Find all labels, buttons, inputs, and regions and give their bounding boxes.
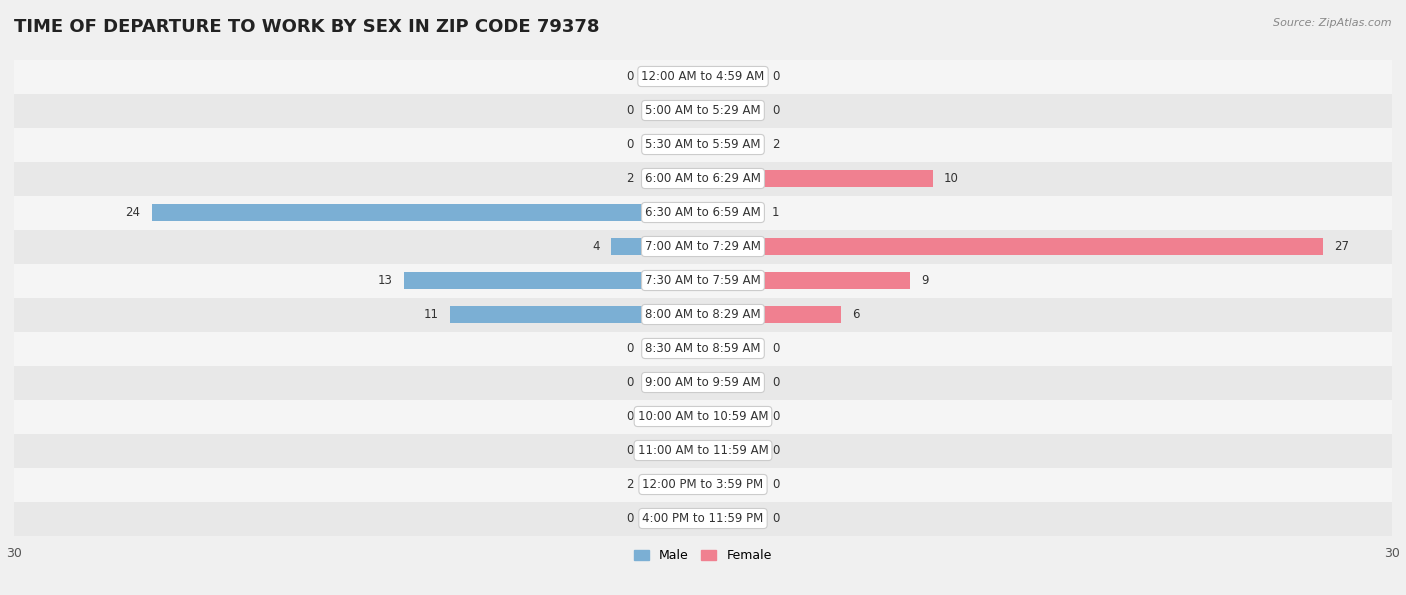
Text: Source: ZipAtlas.com: Source: ZipAtlas.com bbox=[1274, 18, 1392, 28]
Text: 0: 0 bbox=[772, 478, 779, 491]
Text: 0: 0 bbox=[772, 410, 779, 423]
Bar bbox=[703, 272, 910, 289]
Text: 5:30 AM to 5:59 AM: 5:30 AM to 5:59 AM bbox=[645, 138, 761, 151]
Text: 4:00 PM to 11:59 PM: 4:00 PM to 11:59 PM bbox=[643, 512, 763, 525]
Bar bbox=[703, 170, 932, 187]
Text: 0: 0 bbox=[772, 104, 779, 117]
Bar bbox=[405, 272, 703, 289]
Bar bbox=[703, 306, 841, 323]
Text: 9: 9 bbox=[921, 274, 929, 287]
Text: 2: 2 bbox=[772, 138, 779, 151]
Text: 0: 0 bbox=[772, 342, 779, 355]
Text: 4: 4 bbox=[592, 240, 599, 253]
Bar bbox=[645, 374, 703, 392]
Text: 13: 13 bbox=[378, 274, 392, 287]
Text: 11:00 AM to 11:59 AM: 11:00 AM to 11:59 AM bbox=[638, 444, 768, 457]
Bar bbox=[703, 340, 761, 358]
Bar bbox=[0, 60, 1406, 93]
Text: 6: 6 bbox=[852, 308, 860, 321]
Text: 27: 27 bbox=[1334, 240, 1350, 253]
Text: 0: 0 bbox=[627, 512, 634, 525]
Bar bbox=[703, 237, 1323, 255]
Bar bbox=[0, 502, 1406, 536]
Bar bbox=[703, 102, 761, 120]
Bar bbox=[645, 510, 703, 527]
Bar bbox=[0, 264, 1406, 298]
Bar bbox=[703, 68, 761, 85]
Bar bbox=[0, 161, 1406, 196]
Bar bbox=[0, 298, 1406, 331]
Text: 0: 0 bbox=[627, 410, 634, 423]
Bar bbox=[703, 441, 761, 459]
Text: 1: 1 bbox=[772, 206, 779, 219]
Text: 5:00 AM to 5:29 AM: 5:00 AM to 5:29 AM bbox=[645, 104, 761, 117]
Text: 7:30 AM to 7:59 AM: 7:30 AM to 7:59 AM bbox=[645, 274, 761, 287]
Bar bbox=[645, 441, 703, 459]
Text: 24: 24 bbox=[125, 206, 141, 219]
Legend: Male, Female: Male, Female bbox=[630, 544, 776, 567]
Text: 0: 0 bbox=[772, 512, 779, 525]
Bar bbox=[0, 434, 1406, 468]
Text: TIME OF DEPARTURE TO WORK BY SEX IN ZIP CODE 79378: TIME OF DEPARTURE TO WORK BY SEX IN ZIP … bbox=[14, 18, 599, 36]
Text: 0: 0 bbox=[627, 376, 634, 389]
Bar bbox=[612, 237, 703, 255]
Bar bbox=[0, 468, 1406, 502]
Text: 6:00 AM to 6:29 AM: 6:00 AM to 6:29 AM bbox=[645, 172, 761, 185]
Bar bbox=[645, 408, 703, 425]
Text: 0: 0 bbox=[772, 70, 779, 83]
Text: 0: 0 bbox=[772, 444, 779, 457]
Bar bbox=[645, 170, 703, 187]
Text: 10: 10 bbox=[945, 172, 959, 185]
Text: 0: 0 bbox=[627, 138, 634, 151]
Bar bbox=[703, 203, 761, 221]
Bar bbox=[703, 374, 761, 392]
Bar bbox=[0, 127, 1406, 161]
Text: 0: 0 bbox=[772, 376, 779, 389]
Bar bbox=[645, 102, 703, 120]
Bar bbox=[703, 510, 761, 527]
Text: 2: 2 bbox=[627, 172, 634, 185]
Text: 12:00 PM to 3:59 PM: 12:00 PM to 3:59 PM bbox=[643, 478, 763, 491]
Text: 0: 0 bbox=[627, 104, 634, 117]
Bar bbox=[703, 475, 761, 493]
Bar bbox=[450, 306, 703, 323]
Text: 0: 0 bbox=[627, 444, 634, 457]
Bar bbox=[0, 331, 1406, 365]
Bar bbox=[0, 196, 1406, 230]
Text: 11: 11 bbox=[423, 308, 439, 321]
Text: 0: 0 bbox=[627, 342, 634, 355]
Text: 0: 0 bbox=[627, 70, 634, 83]
Bar bbox=[0, 93, 1406, 127]
Bar bbox=[645, 136, 703, 154]
Text: 9:00 AM to 9:59 AM: 9:00 AM to 9:59 AM bbox=[645, 376, 761, 389]
Bar bbox=[0, 230, 1406, 264]
Bar bbox=[703, 136, 761, 154]
Bar bbox=[703, 408, 761, 425]
Text: 6:30 AM to 6:59 AM: 6:30 AM to 6:59 AM bbox=[645, 206, 761, 219]
Bar bbox=[0, 365, 1406, 399]
Text: 8:00 AM to 8:29 AM: 8:00 AM to 8:29 AM bbox=[645, 308, 761, 321]
Bar bbox=[645, 475, 703, 493]
Text: 2: 2 bbox=[627, 478, 634, 491]
Bar bbox=[0, 399, 1406, 434]
Text: 10:00 AM to 10:59 AM: 10:00 AM to 10:59 AM bbox=[638, 410, 768, 423]
Text: 8:30 AM to 8:59 AM: 8:30 AM to 8:59 AM bbox=[645, 342, 761, 355]
Text: 7:00 AM to 7:29 AM: 7:00 AM to 7:29 AM bbox=[645, 240, 761, 253]
Text: 12:00 AM to 4:59 AM: 12:00 AM to 4:59 AM bbox=[641, 70, 765, 83]
Bar bbox=[645, 340, 703, 358]
Bar bbox=[645, 68, 703, 85]
Bar bbox=[152, 203, 703, 221]
